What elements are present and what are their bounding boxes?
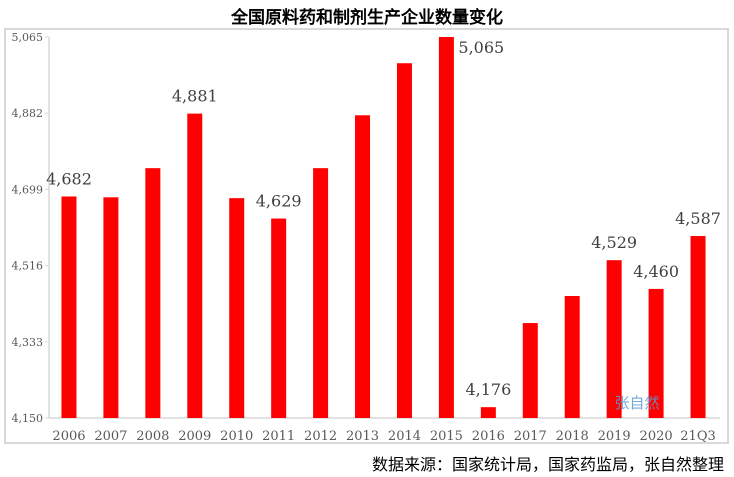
watermark: 张自然 [614,394,659,412]
x-tick-label: 2006 [52,429,85,444]
bar-2017 [522,323,538,418]
data-labels: 4,682 4,881 4,629 5,065 4,176 4,529 4,460 4,587 [46,38,721,399]
x-axis: 2006 2007 2008 2009 2010 2011 2012 2013 2014 2015… [52,429,715,444]
x-tick-label: 2019 [598,429,631,444]
bar-2020 [648,288,664,418]
bar-2014 [396,63,412,418]
data-label-21Q3: 4,587 [675,209,721,228]
bar-2018 [564,295,580,418]
source-note: 数据来源：国家统计局，国家药监局，张自然整理 [372,455,724,474]
data-label-2015: 5,065 [458,38,504,57]
bar-2011 [271,218,287,418]
bar-2008 [145,168,161,418]
x-tick-label: 2013 [346,429,379,444]
bar-2013 [355,115,371,418]
bar-21Q3 [690,236,706,418]
data-label-2011: 4,629 [256,192,302,211]
bar-2019 [606,260,622,418]
x-tick-label: 2012 [304,429,337,444]
bar-2007 [103,197,119,418]
data-label-2019: 4,529 [591,233,637,252]
x-tick-label: 2017 [514,429,547,444]
x-tick-label: 2018 [556,429,589,444]
data-label-2009: 4,881 [172,87,218,106]
bar-2015 [438,37,454,418]
y-tick-label: 4,150 [12,412,44,425]
y-tick-label: 4,516 [12,260,44,273]
x-tick-label: 2009 [178,429,211,444]
y-tick-label: 5,065 [12,31,44,44]
bar-2006 [61,196,77,418]
data-label-2006: 4,682 [46,169,92,188]
bar-2016 [480,407,496,418]
y-tick-label: 4,333 [12,336,44,349]
bars [61,37,706,418]
x-tick-label: 2015 [430,429,463,444]
x-tick-label: 2011 [262,429,295,444]
bar-2010 [229,198,245,418]
y-tick-label: 4,882 [12,107,44,120]
plot-frame [4,28,729,444]
x-tick-label: 2014 [388,429,421,444]
y-tick-label: 4,699 [12,183,44,196]
data-label-2020: 4,460 [633,262,679,281]
x-tick-label: 2010 [220,429,253,444]
bar-2009 [187,113,203,418]
bar-2012 [313,168,329,418]
x-tick-label: 21Q3 [680,429,715,444]
x-tick-label: 2008 [136,429,169,444]
x-tick-label: 2020 [640,429,673,444]
x-tick-label: 2016 [472,429,505,444]
data-label-2016: 4,176 [465,380,511,399]
x-tick-label: 2007 [94,429,127,444]
chart-title: 全国原料药和制剂生产企业数量变化 [230,7,503,28]
